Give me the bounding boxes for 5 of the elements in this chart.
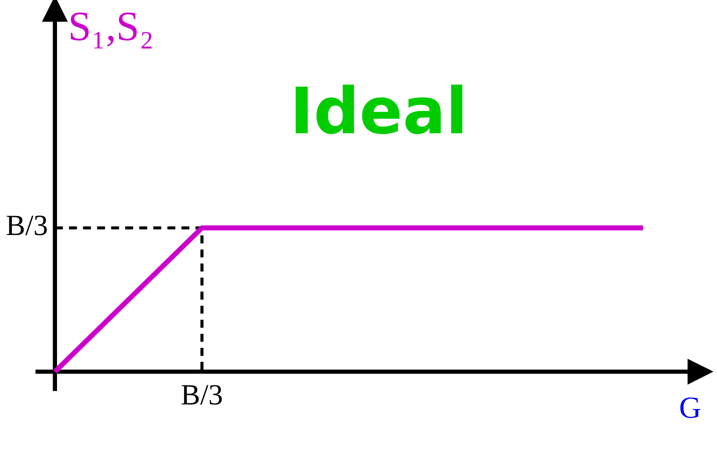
x-axis-title: G <box>680 397 700 418</box>
text: B/3 <box>182 385 222 405</box>
text: Ideal <box>296 84 462 134</box>
y-axis-title: S₁,S₂ <box>70 12 152 49</box>
annotation: B/3 <box>6 216 47 236</box>
